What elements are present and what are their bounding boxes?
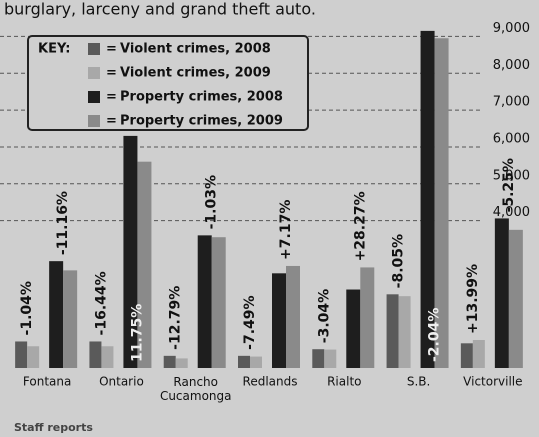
legend-separator: = bbox=[106, 90, 117, 105]
change-label: 11.75% bbox=[129, 304, 145, 362]
change-label: -8.05% bbox=[391, 234, 407, 288]
x-tick-label-line: Rancho bbox=[173, 375, 218, 389]
change-label: +28.27% bbox=[352, 191, 368, 261]
bar bbox=[49, 261, 64, 368]
legend-separator: = bbox=[106, 42, 117, 57]
y-tick-label: 9,000 bbox=[493, 21, 530, 36]
bar bbox=[89, 341, 102, 368]
legend-label: Property crimes, 2008 bbox=[120, 90, 283, 105]
bar bbox=[286, 265, 300, 368]
change-label: +7.17% bbox=[278, 200, 294, 260]
legend-swatch bbox=[88, 91, 100, 103]
x-tick-label: Victorville bbox=[463, 375, 522, 389]
bar bbox=[494, 218, 509, 368]
x-tick-label-line: Cucamonga bbox=[160, 389, 232, 403]
bar bbox=[272, 273, 286, 368]
bar bbox=[312, 349, 325, 368]
source: Staff reports bbox=[14, 421, 93, 434]
y-tick-label: 6,000 bbox=[493, 131, 530, 146]
change-label: +13.99% bbox=[465, 264, 481, 334]
change-label: -3.04% bbox=[316, 289, 332, 343]
bar bbox=[398, 296, 411, 368]
legend-box bbox=[27, 35, 309, 131]
y-tick-label: 5,000 bbox=[493, 168, 530, 183]
change-label: -2.04% bbox=[427, 308, 443, 362]
bar bbox=[197, 235, 212, 368]
legend-swatch bbox=[88, 67, 100, 79]
x-tick-label: Rialto bbox=[327, 375, 361, 389]
bar bbox=[211, 237, 226, 368]
bar bbox=[101, 346, 114, 368]
legend-swatch bbox=[88, 115, 100, 127]
legend-key: KEY: bbox=[38, 42, 70, 57]
legend-separator: = bbox=[106, 114, 117, 129]
legend-label: Property crimes, 2009 bbox=[120, 114, 283, 129]
bar bbox=[238, 355, 250, 368]
legend-swatch bbox=[88, 43, 100, 55]
legend-label: Violent crimes, 2008 bbox=[120, 42, 271, 57]
y-tick-label: 8,000 bbox=[493, 58, 530, 73]
chart-title: burglary, larceny and grand theft auto. bbox=[4, 0, 316, 19]
bar bbox=[27, 346, 40, 368]
change-label: -7.49% bbox=[242, 295, 258, 349]
bar bbox=[420, 30, 435, 368]
x-tick-label: S.B. bbox=[407, 375, 430, 389]
x-tick-label: Ontario bbox=[99, 375, 144, 389]
y-tick-label: 4,000 bbox=[493, 205, 530, 220]
bar bbox=[346, 289, 361, 368]
bar bbox=[508, 229, 523, 368]
bar bbox=[250, 356, 262, 368]
x-tick-label: Redlands bbox=[243, 375, 298, 389]
bar bbox=[15, 341, 28, 368]
y-tick-label: 7,000 bbox=[493, 95, 530, 110]
bar bbox=[63, 270, 78, 368]
bar bbox=[386, 294, 399, 368]
x-tick-label: Fontana bbox=[23, 375, 71, 389]
x-tick-label: Rancho Cucamonga bbox=[160, 375, 232, 403]
bar bbox=[324, 349, 337, 368]
bar bbox=[360, 267, 375, 368]
change-label: -16.44% bbox=[93, 271, 109, 335]
bar bbox=[163, 355, 176, 368]
bar bbox=[460, 343, 473, 368]
legend-label: Violent crimes, 2009 bbox=[120, 66, 271, 81]
change-label: -1.03% bbox=[204, 175, 220, 229]
bar bbox=[472, 340, 485, 368]
change-label: -1.04% bbox=[19, 281, 35, 335]
bar bbox=[175, 358, 188, 368]
change-label: -12.79% bbox=[168, 286, 184, 350]
bar bbox=[123, 135, 138, 368]
bar bbox=[137, 161, 152, 368]
bar bbox=[434, 38, 449, 369]
change-label: -5.25% bbox=[501, 158, 517, 212]
legend-separator: = bbox=[106, 66, 117, 81]
change-label: -11.16% bbox=[55, 191, 71, 255]
